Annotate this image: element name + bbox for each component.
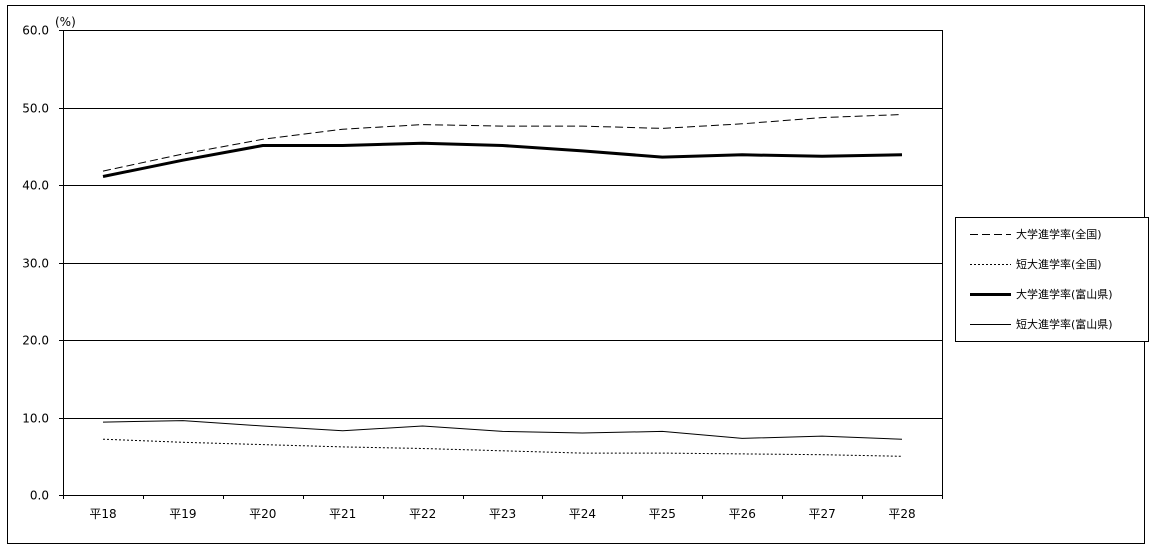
- y-tick-label: 60.0: [22, 24, 49, 38]
- y-tick-label: 50.0: [22, 102, 49, 116]
- x-tick-label: 平24: [569, 507, 596, 521]
- x-tick-label: 平20: [249, 507, 276, 521]
- x-tick-label: 平18: [89, 507, 116, 521]
- series-line-2: [102, 141, 903, 178]
- x-tick-label: 平27: [808, 507, 835, 521]
- y-tick-label: 0.0: [30, 489, 49, 503]
- legend-box: [955, 217, 1149, 342]
- legend-label-2: 大学進学率(富山県): [1016, 287, 1113, 301]
- legend-label-3: 短大進学率(富山県): [1016, 317, 1113, 331]
- x-tick-label: 平25: [649, 507, 676, 521]
- plot-area: [63, 30, 943, 496]
- x-tick-label: 平28: [888, 507, 915, 521]
- legend: 大学進学率(全国) 短大進学率(全国) 大学進学率(富山県) 短大進学率(富山県): [955, 217, 1149, 342]
- y-tick-label: 30.0: [22, 257, 49, 271]
- series-line-3: [102, 420, 903, 440]
- y-tick-label: 10.0: [22, 412, 49, 426]
- series-lines: [102, 114, 903, 457]
- x-tick-label: 平26: [729, 507, 756, 521]
- legend-label-0: 大学進学率(全国): [1016, 227, 1102, 241]
- x-tick-label: 平21: [329, 507, 356, 521]
- y-tick-label: 20.0: [22, 334, 49, 348]
- x-tick-label: 平19: [169, 507, 196, 521]
- legend-entries: 大学進学率(全国) 短大進学率(全国) 大学進学率(富山県) 短大進学率(富山県): [970, 227, 1113, 331]
- series-line-0: [102, 114, 903, 172]
- y-tick-label: 40.0: [22, 179, 49, 193]
- y-axis: 0.0 10.0 20.0 30.0 40.0 50.0 60.0: [22, 24, 63, 503]
- gridlines: [63, 108, 942, 419]
- series-line-1: [102, 438, 903, 457]
- legend-label-1: 短大進学率(全国): [1016, 257, 1102, 271]
- x-axis: 平18 平19 平20 平21 平22 平23 平24 平25 平26 平27 平28: [63, 495, 943, 521]
- x-tick-label: 平22: [409, 507, 436, 521]
- x-tick-label: 平23: [489, 507, 516, 521]
- y-axis-unit-label: (%): [55, 15, 76, 29]
